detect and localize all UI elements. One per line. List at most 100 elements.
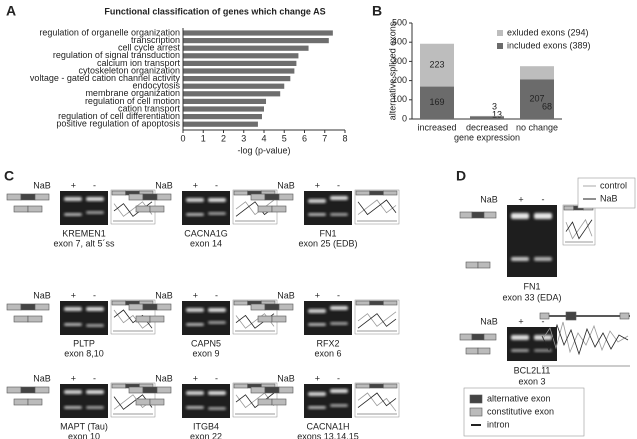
profile-nab [541, 323, 629, 356]
profile-nab [357, 392, 397, 408]
gel-image [60, 191, 108, 225]
key-swatch [469, 394, 483, 404]
lane-minus: - [337, 180, 340, 190]
gel-band [511, 213, 529, 219]
value-label: 13 [492, 109, 502, 119]
bar [183, 83, 285, 89]
gel-band [64, 197, 82, 201]
exon-box [13, 205, 29, 213]
exon-box [565, 311, 577, 321]
exon-box [459, 211, 473, 219]
exon-box [383, 190, 398, 196]
value-label: 207 [529, 94, 544, 104]
gel-band [208, 407, 226, 410]
y-axis-label: alternative spliced exons [387, 21, 397, 120]
exon-box [156, 386, 172, 394]
lane-minus: - [93, 180, 96, 190]
gel-band [86, 307, 104, 311]
legend-label: exluded exons (294) [507, 27, 589, 37]
lane-minus: - [337, 373, 340, 383]
lane-minus: - [215, 373, 218, 383]
exon-box [271, 398, 287, 406]
exon-box [135, 315, 151, 323]
gel-band [330, 213, 348, 216]
exon-box [459, 333, 473, 341]
gel-band [534, 349, 552, 352]
y-tick-label: 200 [392, 75, 407, 85]
exon-box [483, 333, 497, 341]
gel-band [64, 390, 82, 394]
key-label: constitutive exon [487, 406, 554, 416]
profile-control [541, 321, 629, 354]
gel-image [60, 301, 108, 335]
gel-band [308, 213, 326, 216]
x-tick-label: 0 [180, 133, 185, 143]
exon-box [271, 315, 287, 323]
treatment-label: NaB [155, 290, 173, 300]
lane-plus: + [71, 373, 76, 383]
exon-box [477, 347, 491, 355]
exon-label: exon 3 [518, 376, 545, 386]
gel-band [186, 308, 204, 312]
treatment-label: NaB [480, 194, 498, 204]
legend-label: NaB [600, 193, 618, 203]
lane-minus: - [215, 180, 218, 190]
gel-image [507, 327, 557, 361]
x-tick-label: 8 [342, 133, 347, 143]
plot-frame [354, 189, 400, 225]
exon-box [27, 398, 43, 406]
bar-segment [420, 43, 454, 87]
lane-minus: - [93, 373, 96, 383]
profile-control [357, 311, 397, 327]
treatment-label: NaB [33, 373, 51, 383]
exon-box [477, 261, 491, 269]
exon-box [156, 193, 172, 201]
key-label: alternative exon [487, 393, 551, 403]
gel-band [330, 389, 348, 393]
x-tick-label: no change [516, 122, 558, 132]
lane-minus: - [542, 194, 545, 204]
gene-label: RFX2 [316, 338, 339, 348]
exon-box [27, 315, 43, 323]
value-label: 68 [542, 101, 552, 111]
x-axis-label: gene expression [454, 132, 520, 142]
value-label: 3 [492, 101, 497, 111]
exon-box [156, 303, 172, 311]
exon-box [111, 190, 126, 196]
x-axis-label: -log (p-value) [237, 145, 290, 155]
treatment-label: NaB [480, 316, 498, 326]
category-label: regulation of organelle organization [39, 27, 180, 37]
x-tick-label: 4 [261, 133, 266, 143]
gene-label: PLTP [73, 338, 95, 348]
legend-frame [577, 177, 636, 209]
gene-label: CAPN5 [191, 338, 221, 348]
exon-box [369, 300, 384, 306]
category-label: membrane organization [85, 88, 180, 98]
x-tick-label: 5 [282, 133, 287, 143]
lane-minus: - [93, 290, 96, 300]
exon-label: exon 6 [314, 348, 341, 358]
exon-box [250, 386, 266, 394]
value-label: 223 [429, 60, 444, 70]
exon-box [250, 303, 266, 311]
exon-box [128, 193, 144, 201]
gel-band [308, 392, 326, 396]
bar [183, 30, 333, 36]
exon-box [471, 211, 485, 219]
gel-band [308, 199, 326, 203]
lane-minus: - [215, 290, 218, 300]
lane-plus: + [315, 373, 320, 383]
gel-band [534, 213, 552, 219]
category-label: voltage - gated cation channel activity [30, 73, 181, 83]
exon-box [20, 386, 36, 394]
gel-band [330, 306, 348, 310]
plot-frame [354, 382, 400, 418]
gel-band [534, 257, 552, 261]
bar [183, 68, 295, 74]
exon-box [233, 300, 248, 306]
exon-box [6, 303, 22, 311]
exon-box [369, 383, 384, 389]
exon-box [128, 386, 144, 394]
profile-nab [357, 313, 397, 329]
exon-box [383, 300, 398, 306]
